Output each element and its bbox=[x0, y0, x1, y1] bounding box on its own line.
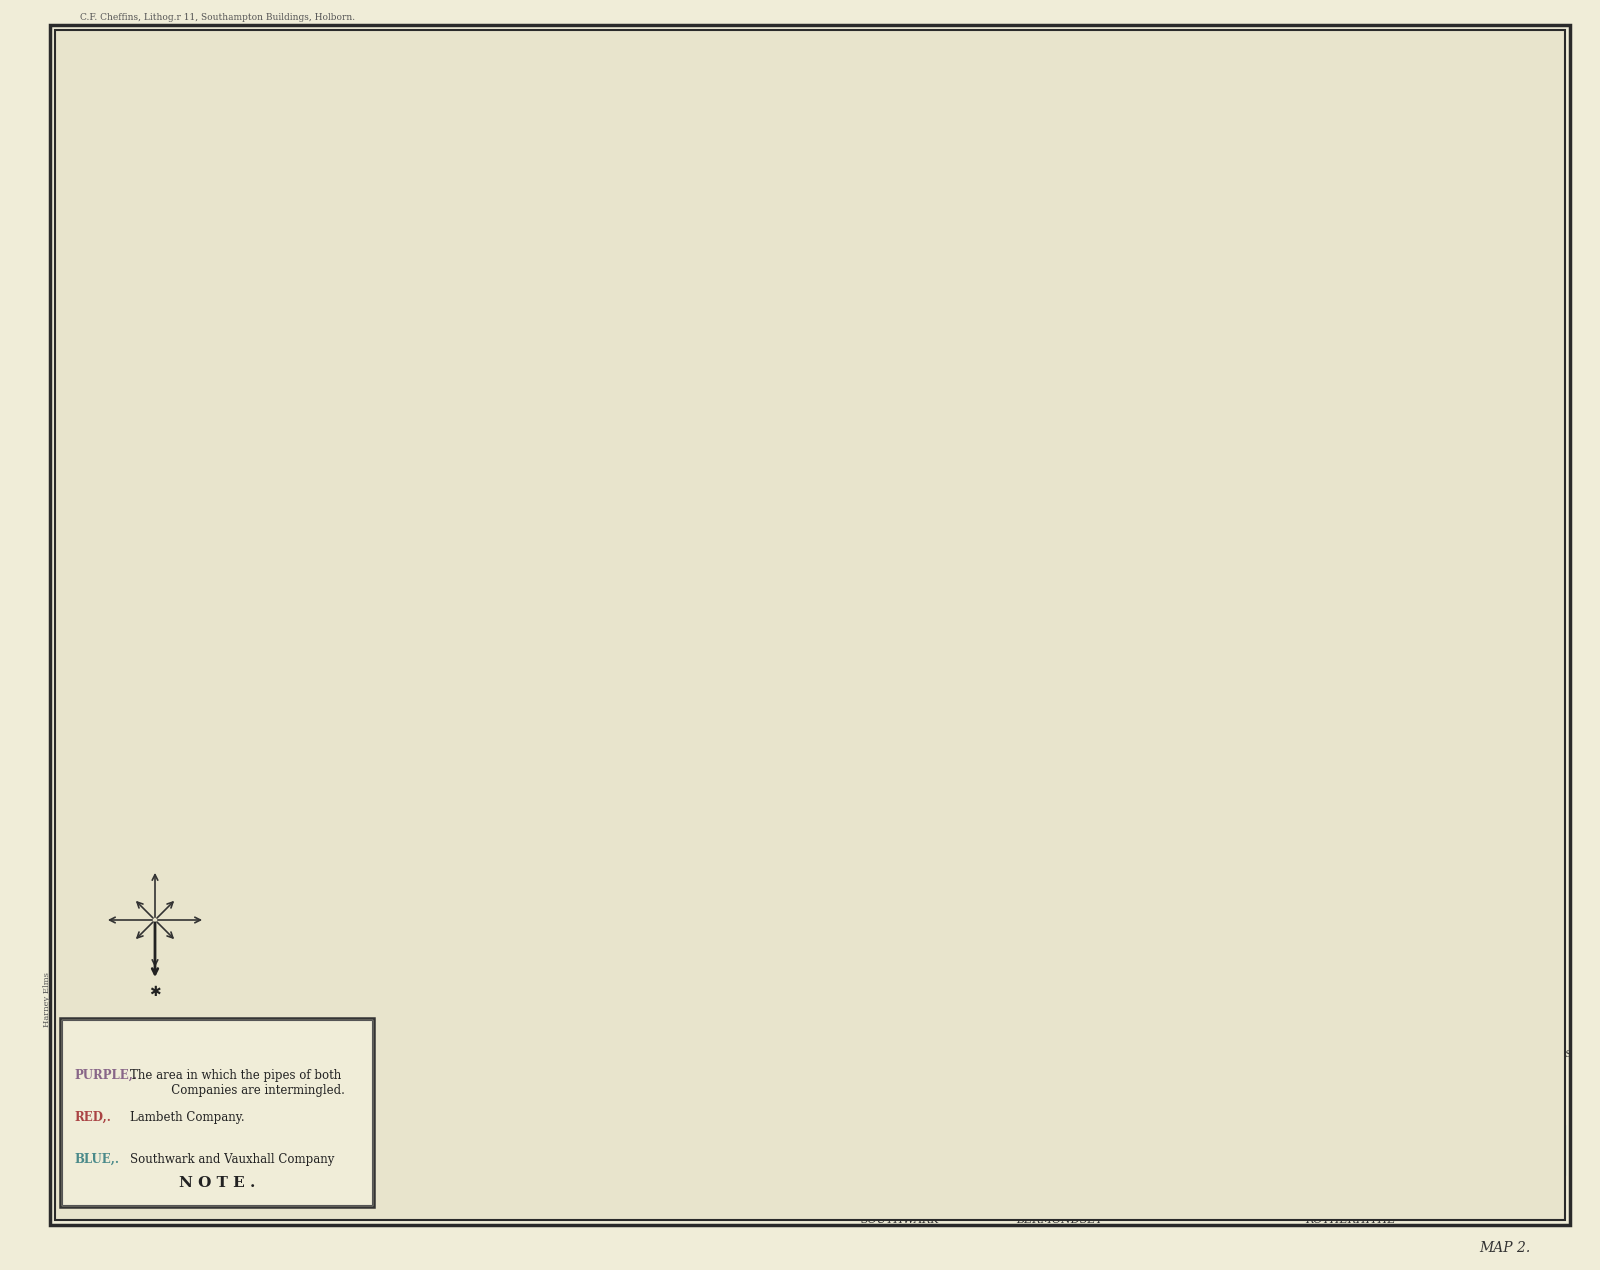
Text: CLAPHAM: CLAPHAM bbox=[586, 974, 654, 987]
Text: KENNINGTON: KENNINGTON bbox=[448, 1055, 533, 1066]
Text: WANDSWORTH
DISTRICT: WANDSWORTH DISTRICT bbox=[130, 745, 230, 773]
Text: C.F. Cheffins, Lithog.r 11, Southampton Buildings, Holborn.: C.F. Cheffins, Lithog.r 11, Southampton … bbox=[80, 14, 355, 23]
Text: POPLAR: POPLAR bbox=[1496, 1210, 1544, 1220]
Text: Harney Elms: Harney Elms bbox=[43, 973, 51, 1027]
Text: HYDE
PARK: HYDE PARK bbox=[306, 1162, 334, 1181]
Text: W O R T H: W O R T H bbox=[286, 881, 394, 899]
Polygon shape bbox=[150, 754, 1110, 1220]
Text: WIMBLEDON
PARK: WIMBLEDON PARK bbox=[155, 577, 245, 605]
Text: BERMONDSEY: BERMONDSEY bbox=[1016, 1215, 1104, 1226]
Text: PECKHAM: PECKHAM bbox=[939, 1115, 1000, 1125]
Text: ROTHERHITHE: ROTHERHITHE bbox=[1304, 1215, 1395, 1226]
Text: PUTNEY
DISTRICT: PUTNEY DISTRICT bbox=[67, 911, 114, 930]
Text: RED,.: RED,. bbox=[74, 1111, 110, 1124]
Text: TOOTING: TOOTING bbox=[328, 676, 373, 685]
Text: HATCHAM: HATCHAM bbox=[1413, 1076, 1467, 1085]
Text: BRIXTON
DISTRICT: BRIXTON DISTRICT bbox=[718, 566, 782, 594]
Text: FULHAM: FULHAM bbox=[138, 1140, 182, 1149]
Text: WANDSWORTH: WANDSWORTH bbox=[234, 965, 307, 974]
Text: BRIXTON: BRIXTON bbox=[669, 673, 731, 687]
Text: STREATHAM: STREATHAM bbox=[690, 795, 750, 804]
Text: STOCKWELL: STOCKWELL bbox=[458, 993, 542, 1007]
Text: LOWER
NORWOOD: LOWER NORWOOD bbox=[1024, 580, 1077, 599]
Text: BATTERSEA
NEW TOWN: BATTERSEA NEW TOWN bbox=[322, 1166, 379, 1185]
Text: LAMBETH: LAMBETH bbox=[619, 1100, 680, 1110]
Text: R  I  V  E  R    T  H  A  M  E  S: R I V E R T H A M E S bbox=[734, 1151, 965, 1165]
Text: WANDSWORTH: WANDSWORTH bbox=[238, 874, 341, 886]
Text: WALWORTH: WALWORTH bbox=[861, 954, 939, 966]
Text: BLUE,.: BLUE,. bbox=[74, 1153, 118, 1166]
Text: PECKHAM: PECKHAM bbox=[1066, 913, 1134, 927]
Text: BATTERSEA
PARK: BATTERSEA PARK bbox=[485, 1033, 542, 1052]
Text: PECKHAM
NEW TOWN: PECKHAM NEW TOWN bbox=[1069, 1081, 1131, 1100]
Text: BRIXTON: BRIXTON bbox=[678, 865, 722, 875]
Text: DULWICH: DULWICH bbox=[877, 616, 923, 625]
Text: STREATHAM
DISTRICT: STREATHAM DISTRICT bbox=[578, 606, 662, 634]
Text: Lambeth Company.: Lambeth Company. bbox=[130, 1111, 245, 1124]
Text: BERMONDSEY: BERMONDSEY bbox=[766, 1143, 874, 1157]
Text: S T O C K W E L L: S T O C K W E L L bbox=[542, 762, 698, 779]
Text: WALWORTH: WALWORTH bbox=[835, 1095, 906, 1105]
Text: SYDENHAM DIST.: SYDENHAM DIST. bbox=[1282, 613, 1398, 626]
Polygon shape bbox=[174, 906, 1560, 1220]
Text: ISLE
OF
DOGS: ISLE OF DOGS bbox=[1520, 1066, 1550, 1095]
Text: PUTNEY
HEATH: PUTNEY HEATH bbox=[200, 860, 240, 880]
Polygon shape bbox=[413, 1005, 614, 1080]
Text: CAMBERWELL: CAMBERWELL bbox=[971, 944, 1069, 956]
Text: SOUTHWARK: SOUTHWARK bbox=[861, 1215, 939, 1226]
Text: CHELSEA: CHELSEA bbox=[291, 1185, 349, 1195]
Text: UPPER
TOOTING: UPPER TOOTING bbox=[437, 630, 483, 650]
Text: KENNINGTON: KENNINGTON bbox=[702, 1003, 798, 1016]
Polygon shape bbox=[221, 1125, 410, 1215]
Text: WIMBLEDON: WIMBLEDON bbox=[186, 654, 274, 667]
Text: CLAPHAM: CLAPHAM bbox=[565, 895, 614, 904]
Text: CAMBERWELL: CAMBERWELL bbox=[802, 673, 899, 687]
Text: LEWISHAM: LEWISHAM bbox=[1453, 786, 1507, 795]
Text: BATTERSEA: BATTERSEA bbox=[435, 1115, 506, 1125]
Text: LEWISHAM DISTRICT: LEWISHAM DISTRICT bbox=[1208, 673, 1352, 687]
Text: PURPLE,.: PURPLE,. bbox=[74, 1069, 138, 1082]
FancyBboxPatch shape bbox=[62, 1020, 371, 1205]
Text: STREATHAM: STREATHAM bbox=[458, 533, 542, 546]
Text: Southwark and Vauxhall Company: Southwark and Vauxhall Company bbox=[130, 1153, 334, 1166]
Text: LAMBETH: LAMBETH bbox=[320, 1085, 381, 1095]
Text: PUTNEY: PUTNEY bbox=[134, 996, 174, 1005]
Text: CAMBERWELL
DISTRICT: CAMBERWELL DISTRICT bbox=[1002, 626, 1099, 654]
Text: W A N D S: W A N D S bbox=[227, 911, 333, 928]
Text: STREATHAM: STREATHAM bbox=[520, 441, 581, 450]
Text: BERMONDSEY: BERMONDSEY bbox=[707, 1125, 794, 1135]
Text: UPPER
NORWOOD: UPPER NORWOOD bbox=[914, 476, 987, 504]
Text: NORWOOD: NORWOOD bbox=[733, 495, 787, 504]
Text: MAP 2.: MAP 2. bbox=[1478, 1241, 1530, 1255]
Text: N O T E .: N O T E . bbox=[179, 1176, 254, 1190]
Text: The area in which the pipes of both
           Companies are intermingled.: The area in which the pipes of both Comp… bbox=[130, 1069, 346, 1097]
Text: SYDENHAM: SYDENHAM bbox=[1322, 585, 1379, 594]
Text: FULHAM: FULHAM bbox=[173, 1105, 227, 1115]
Text: ST PAUL'S
DEPTFORD: ST PAUL'S DEPTFORD bbox=[1242, 1071, 1299, 1090]
Text: ✱: ✱ bbox=[149, 986, 162, 999]
Text: NEW CROSS
DISTRICT: NEW CROSS DISTRICT bbox=[1507, 1050, 1573, 1069]
Text: CLAPHAM
COMMON: CLAPHAM COMMON bbox=[366, 836, 434, 864]
Text: BATTERSEA: BATTERSEA bbox=[310, 1044, 390, 1057]
Text: STREATHAM
PARK: STREATHAM PARK bbox=[549, 591, 611, 610]
Polygon shape bbox=[85, 692, 1558, 1220]
